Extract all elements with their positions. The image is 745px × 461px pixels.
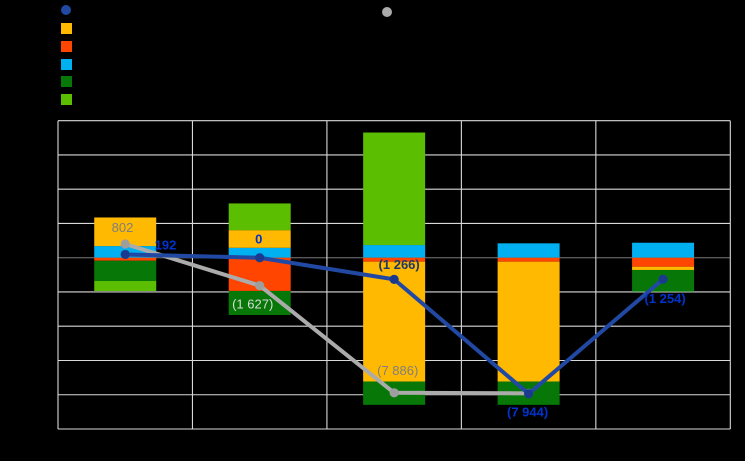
bar-segment-orange-cat2 — [228, 230, 291, 248]
bar-segment-orange-red-cat4 — [497, 257, 560, 262]
chart-legend — [0, 0, 745, 112]
gray-line-data-label-cat2: (1 627) — [232, 297, 273, 312]
blue-line-marker-cat1 — [120, 249, 130, 260]
bar-segment-dark-green-cat1 — [94, 260, 157, 282]
bar-segment-light-green-cat3 — [363, 132, 426, 246]
blue-line-marker-cat4 — [524, 389, 534, 399]
gray-line-marker-cat3 — [389, 388, 399, 398]
blue-line-marker-cat5 — [658, 274, 668, 284]
bar-segment-orange-red-cat1 — [94, 257, 157, 261]
legend-swatch-orange-icon — [61, 23, 72, 35]
gray-line-series — [123, 241, 531, 396]
legend-swatch-orange-red-icon — [61, 40, 72, 52]
gray-line-marker-cat1 — [120, 239, 130, 249]
gray-line-marker-cat2 — [255, 280, 265, 291]
bar-segment-orange-cat4 — [497, 261, 560, 382]
blue-line-data-label-cat1: 192 — [155, 238, 177, 253]
legend-swatch-dark-green-icon — [61, 76, 72, 88]
blue-line-marker-cat2 — [255, 253, 265, 263]
gray-line-data-label-cat3: (7 886) — [377, 363, 418, 378]
legend-swatch-gray-line-marker-icon — [382, 6, 393, 17]
bar-segment-sky-blue-cat3 — [363, 245, 426, 258]
legend-swatch-blue-line-marker-icon — [61, 5, 71, 16]
bar-segment-light-green-cat1 — [94, 281, 157, 292]
bar-segment-light-green-cat2 — [228, 203, 291, 231]
blue-line-data-label-cat4: (7 944) — [507, 404, 548, 419]
legend-swatch-light-green-icon — [61, 93, 72, 105]
gray-line-data-label-cat1: 802 — [112, 220, 134, 235]
bar-segment-sky-blue-cat5 — [632, 242, 695, 258]
blue-line-marker-cat3 — [389, 274, 399, 285]
blue-line-data-label-cat3: (1 266) — [379, 257, 420, 272]
blue-line-data-label-cat2: 0 — [255, 231, 262, 246]
bar-segment-sky-blue-cat4 — [497, 243, 560, 258]
bar-segment-sky-blue-cat2 — [228, 247, 291, 258]
bar-segment-orange-red-cat3 — [363, 257, 426, 262]
bar-segment-orange-red-cat5 — [632, 257, 695, 267]
blue-line-data-label-cat5: (1 254) — [644, 291, 685, 306]
bar-segment-orange-cat5 — [632, 266, 695, 270]
legend-swatch-sky-blue-icon — [61, 59, 72, 70]
